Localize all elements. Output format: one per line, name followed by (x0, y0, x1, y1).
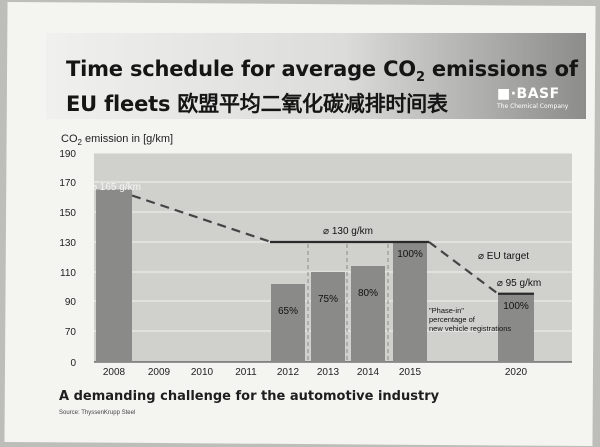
bar-2008 (96, 189, 132, 362)
bar-label-2013: 75% (318, 294, 338, 305)
y-axis-label: CO2 emission in [g/km] (61, 133, 174, 148)
x-tick-label: 2009 (148, 367, 171, 378)
target-label-95: ⌀ 95 g/km (497, 278, 541, 289)
basf-logo: ■·BASF The Chemical Company (497, 86, 569, 110)
x-tick-label: 2015 (399, 367, 422, 378)
bar-label-2012: 65% (278, 306, 298, 317)
y-tick-label: 90 (65, 297, 77, 308)
target-label-130: ⌀ 130 g/km (323, 226, 373, 237)
bar-2015 (393, 242, 427, 362)
x-tick-label: 2013 (317, 367, 340, 378)
y-tick-label: 190 (59, 149, 76, 160)
bar-label-2015: 100% (397, 249, 423, 260)
x-tick-label: 2020 (505, 367, 528, 378)
bar-2014 (351, 266, 385, 362)
y-tick-label: 130 (59, 238, 76, 249)
bar-2020 (498, 293, 534, 362)
bar-2013 (311, 272, 345, 362)
x-tick-label: 2012 (277, 367, 300, 378)
start-label-165: ⌀ 165 g/km (91, 182, 141, 193)
eu-target-label: ⌀ EU target (478, 251, 529, 262)
x-tick-label: 2011 (235, 367, 257, 378)
phase-in-note-line: new vehicle registrations (429, 324, 511, 333)
x-tick-label: 2008 (103, 367, 126, 378)
y-tick-label: 0 (70, 358, 76, 369)
y-tick-label: 170 (59, 178, 76, 189)
phase-in-note-line: percentage of (429, 315, 476, 324)
bottom-title: A demanding challenge for the automotive… (59, 389, 440, 404)
source-note: Source: ThyssenKrupp Steel (59, 410, 136, 416)
page-title: Time schedule for average CO2 emissions … (66, 57, 578, 117)
bar-label-2014: 80% (358, 288, 378, 299)
y-tick-label: 110 (60, 268, 76, 279)
y-tick-label: 70 (65, 327, 77, 338)
x-tick-label: 2014 (357, 367, 380, 378)
phase-in-note-line: "Phase-in" (429, 306, 464, 315)
bar-label-2020: 100% (503, 301, 529, 312)
x-tick-label: 2010 (191, 367, 214, 378)
bar-2012 (271, 284, 305, 362)
header-band (46, 33, 586, 119)
trend-line-2008-2012 (131, 194, 272, 244)
y-tick-label: 150 (59, 208, 76, 219)
